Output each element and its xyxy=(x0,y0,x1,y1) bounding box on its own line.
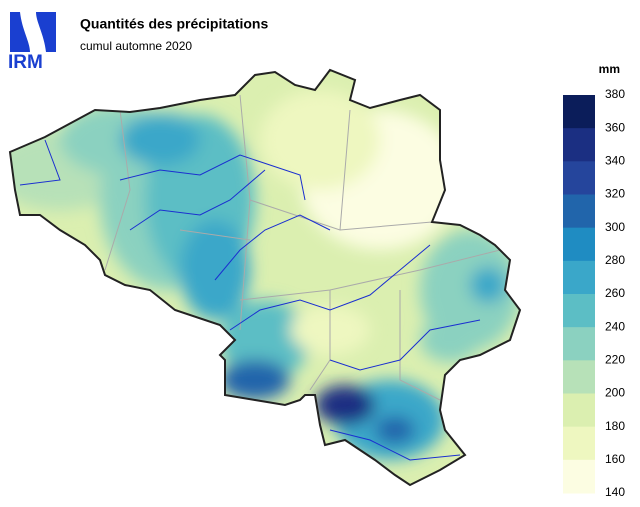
legend-swatch xyxy=(563,294,595,328)
legend-swatch xyxy=(563,459,595,494)
legend-tick-label: 160 xyxy=(605,452,625,466)
legend-swatch xyxy=(563,161,595,195)
legend: 380 360 340 320 300 280 260 240 220 200 180 160 140 xyxy=(563,87,625,499)
legend-tick-label: 260 xyxy=(605,286,625,300)
legend-tick-label: 200 xyxy=(605,386,625,400)
subtitle: cumul automne 2020 xyxy=(80,39,192,53)
legend-tick-label: 240 xyxy=(605,319,625,333)
legend-tick-label: 220 xyxy=(605,353,625,367)
legend-swatch xyxy=(563,95,595,129)
legend-swatch xyxy=(563,260,595,295)
legend-unit: mm xyxy=(599,62,620,76)
legend-tick-label: 280 xyxy=(605,253,625,267)
legend-swatch xyxy=(563,426,595,461)
legend-tick-label: 180 xyxy=(605,419,625,433)
legend-tick-label: 380 xyxy=(605,87,625,101)
legend-swatch xyxy=(563,393,595,428)
legend-swatch xyxy=(563,194,595,229)
legend-tick-label: 340 xyxy=(605,154,625,168)
logo-mark xyxy=(10,12,56,52)
rivers xyxy=(19,139,481,461)
precip-field xyxy=(10,70,520,485)
title: Quantités des précipitations xyxy=(80,16,268,32)
province-borders xyxy=(104,94,501,401)
legend-tick-label: 300 xyxy=(605,220,625,234)
legend-swatch xyxy=(563,128,595,162)
legend-swatch xyxy=(563,227,595,262)
legend-tick-label: 320 xyxy=(605,187,625,201)
legend-tick-label: 360 xyxy=(605,120,625,134)
legend-swatch xyxy=(563,327,595,361)
legend-tick-label: 140 xyxy=(605,485,625,499)
logo-text: IRM xyxy=(8,52,43,73)
legend-swatch xyxy=(563,360,595,394)
